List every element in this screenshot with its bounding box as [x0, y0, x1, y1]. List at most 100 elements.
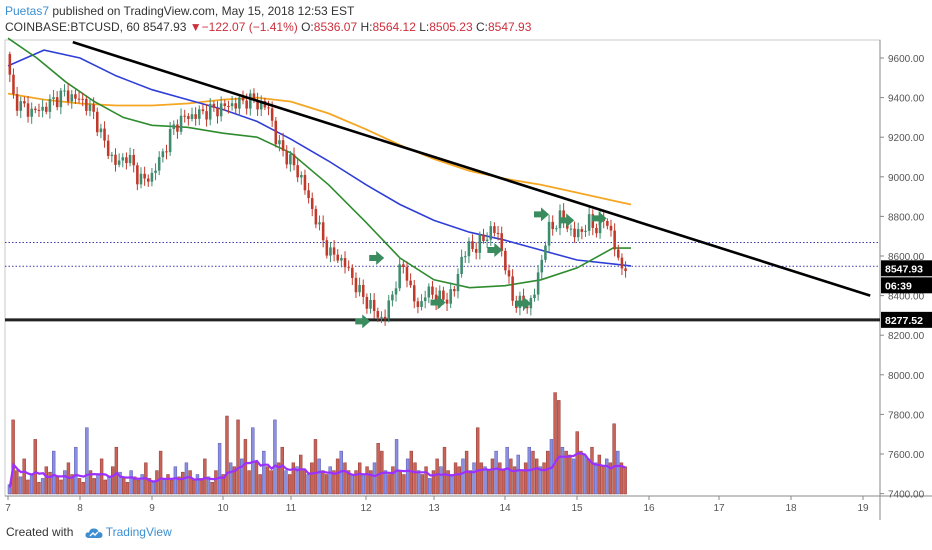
candle-body: [154, 170, 157, 173]
volume-bar: [44, 466, 49, 495]
volume-bar: [70, 474, 74, 495]
candle-body: [336, 254, 340, 261]
volume-bar: [125, 482, 130, 495]
volume-bar: [51, 450, 56, 495]
candle-body: [445, 299, 449, 304]
volume-bar: [568, 454, 572, 495]
candle-body: [44, 106, 48, 112]
arrow-right-icon: [355, 314, 371, 329]
candle-body: [365, 296, 369, 309]
author-link[interactable]: Puetas7: [5, 4, 50, 18]
volume-bar: [313, 439, 318, 495]
ma-blue-line: [7, 49, 632, 267]
volume-bar: [494, 450, 498, 495]
volume-bar: [158, 450, 163, 495]
candle-body: [387, 300, 391, 319]
x-tick-label: 19: [857, 503, 869, 514]
candle-body: [438, 290, 442, 303]
volume-bar: [608, 462, 613, 495]
price-chart[interactable]: 9600.00 9400.00 9200.00 9000.00 8800.00 8600.…: [0, 0, 932, 520]
volume-bar: [133, 476, 137, 495]
tradingview-link[interactable]: TradingView: [105, 525, 172, 539]
candle-body: [300, 174, 303, 178]
candles: [8, 51, 627, 326]
candle-body: [252, 93, 256, 101]
candle-body: [256, 100, 259, 110]
volume-bar: [582, 454, 587, 495]
volume-bar: [232, 466, 237, 495]
candle-body: [405, 267, 409, 281]
volume-bar: [593, 462, 598, 495]
candle-body: [234, 103, 237, 109]
volume-bar: [435, 458, 439, 495]
candle-body: [274, 120, 278, 145]
volume-bar: [483, 466, 487, 495]
candle-body: [165, 151, 168, 153]
volume-bar: [88, 470, 93, 495]
volume-bar: [387, 474, 391, 495]
volume-bar: [586, 458, 590, 495]
candle-body: [41, 106, 44, 111]
x-tick-label: 15: [571, 503, 583, 514]
volume-bar: [575, 431, 579, 495]
volume-bar: [509, 458, 513, 495]
volume-bar: [295, 466, 299, 495]
x-tick-label: 16: [643, 503, 655, 514]
volume-bar: [475, 427, 480, 495]
volume-bar: [516, 454, 520, 495]
volume-bar: [162, 478, 166, 495]
volume-bar: [203, 458, 207, 495]
volume-bar: [48, 471, 52, 495]
volume-bar: [302, 470, 307, 495]
volume-bar: [247, 470, 251, 495]
candle-body: [467, 241, 471, 257]
countdown-tag: 06:39: [885, 280, 912, 292]
candle-body: [66, 90, 70, 102]
ohlc-legend: COINBASE:BTCUSD, 60 8547.93 ▼−122.07 (−1…: [5, 20, 531, 34]
open-value: 8536.07: [313, 20, 358, 34]
volume-bar: [623, 466, 627, 495]
candle-body: [74, 94, 77, 99]
volume-bar: [335, 458, 340, 495]
candle-body: [278, 140, 281, 145]
volume-bar: [413, 462, 417, 495]
candle-body: [343, 258, 347, 268]
candle-body: [485, 239, 489, 241]
volume-bar: [85, 427, 89, 495]
y-tick-label: 7400.00: [888, 490, 925, 501]
volume-bar: [490, 458, 495, 495]
candle-body: [285, 150, 289, 165]
candle-body: [143, 173, 146, 179]
volume-bar: [92, 478, 96, 495]
volume-bar: [420, 474, 425, 495]
volume-bar: [361, 474, 366, 495]
volume-bar: [118, 471, 122, 495]
volume-bar: [33, 439, 37, 495]
candle-body: [580, 229, 584, 232]
volume-bar: [487, 470, 491, 495]
arrow-right-icon: [559, 213, 575, 228]
candle-body: [314, 208, 318, 225]
candle-body: [48, 99, 52, 112]
x-tick-label: 10: [217, 503, 229, 514]
candle-body: [176, 124, 179, 132]
volume-bar: [221, 474, 225, 495]
volume-bar: [280, 446, 284, 495]
candle-body: [95, 111, 99, 133]
plot-frame: [4, 39, 881, 497]
volume-bar: [74, 446, 78, 495]
volume-bar: [273, 419, 277, 495]
arrow-markers: [355, 207, 607, 329]
volume-bar: [151, 482, 155, 495]
volume-bar: [354, 470, 358, 495]
candle-body: [544, 245, 547, 260]
y-tick-label: 8800.00: [888, 212, 925, 223]
volume-bar: [619, 462, 624, 495]
candle-body: [555, 228, 558, 230]
volume-bar: [269, 470, 273, 495]
volume-bar: [553, 392, 557, 495]
candle-body: [296, 165, 299, 178]
candle-body: [147, 178, 150, 182]
candle-body: [500, 233, 503, 251]
candle-body: [238, 97, 241, 109]
